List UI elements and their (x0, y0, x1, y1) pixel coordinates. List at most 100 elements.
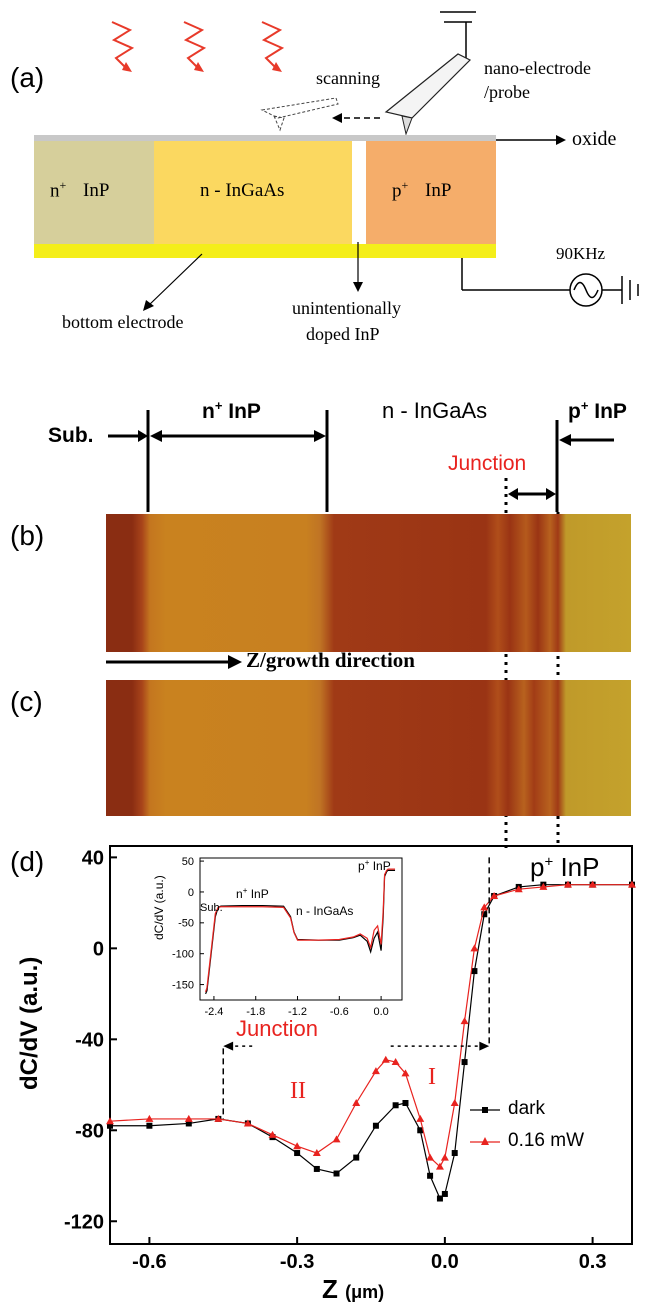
dark-data-point (441, 1190, 448, 1197)
p-plus-header-label: p+ InP (568, 398, 627, 423)
main-x-axis-label: Z (μm) (322, 1274, 385, 1304)
dark-data-point (107, 1122, 113, 1129)
light-data-point (440, 1153, 449, 1161)
scanning-ghost-probe (260, 97, 339, 132)
inset-y-axis-label: dC/dV (a.u.) (152, 875, 166, 940)
light-data-point (514, 885, 523, 893)
panel-b-label: (b) (10, 520, 45, 551)
main-y-axis-label: dC/dV (a.u.) (16, 956, 43, 1090)
light-data-point (563, 880, 572, 888)
main-x-tick-label: 0.0 (431, 1251, 459, 1273)
panel-a-label: (a) (10, 62, 45, 93)
bottom-electrode-label: bottom electrode (62, 312, 184, 332)
bottom-electrode-pointer (147, 253, 203, 307)
panel-d-label: (d) (10, 846, 45, 877)
light-data-point (268, 1130, 277, 1138)
light-data-point (435, 1162, 444, 1170)
light-arrows (111, 21, 285, 72)
sub-label: Sub. (48, 424, 94, 447)
dark-data-point (417, 1127, 424, 1134)
oxide-label: oxide (572, 128, 617, 150)
light-data-point (416, 1114, 425, 1122)
inset-frame (199, 857, 403, 1001)
scm-image-illuminated (106, 680, 631, 816)
inset-y-tick-label: -50 (178, 918, 194, 930)
main-x-tick-label: -0.6 (132, 1251, 166, 1273)
p-plus-inp-region (366, 141, 496, 244)
light-data-point (312, 1149, 321, 1157)
region-II-label: II (290, 1078, 306, 1104)
dark-data-point (451, 1150, 458, 1157)
main-y-tick-label: 0 (93, 938, 104, 960)
legend-light-marker (481, 1137, 489, 1145)
main-y-tick-label: -40 (75, 1029, 104, 1051)
dark-data-point (353, 1154, 360, 1161)
main-y-tick-label: 40 (82, 847, 104, 869)
dark-data-point (436, 1195, 443, 1202)
junction-chart-label: Junction (236, 1016, 318, 1041)
inset-x-tick-label: -1.8 (246, 1006, 265, 1018)
oxide-layer (34, 135, 496, 141)
inset-x-tick-label: -2.4 (204, 1006, 223, 1018)
light-data-point (588, 880, 597, 888)
n-plus-inp-region (34, 141, 154, 244)
scanning-label: scanning (316, 68, 380, 88)
light-wave-3 (261, 21, 285, 69)
light-data-point (628, 880, 636, 888)
probe-label-2: /probe (484, 82, 530, 102)
light-data-point (450, 1098, 459, 1106)
inset-p-plus-label: p+ InP (358, 858, 391, 873)
light-wave-2 (183, 21, 207, 69)
inset-y-tick-label: -100 (172, 949, 194, 961)
legend-dark-marker (482, 1107, 488, 1113)
light-data-point (214, 1114, 223, 1122)
inset-y-tick-label: 0 (188, 887, 194, 899)
light-data-point (371, 1067, 380, 1075)
p-plus-chart-label: p+ InP (530, 852, 600, 882)
light-data-point (381, 1055, 390, 1063)
light-data-point (490, 892, 499, 900)
scanning-arrowhead (332, 113, 342, 123)
light-data-point (352, 1098, 361, 1106)
light-data-point (145, 1114, 154, 1122)
inset-n-plus-label: n+ InP (236, 886, 269, 901)
dark-data-point (294, 1150, 301, 1157)
inset-y-tick-label: 50 (182, 856, 194, 868)
scm-image-dark (106, 514, 631, 652)
undoped-inp-region (352, 141, 366, 244)
inset-x-tick-label: 0.0 (373, 1006, 388, 1018)
main-y-tick-label: -120 (64, 1211, 104, 1233)
inset-n-ingaas-label: n - InGaAs (296, 904, 354, 918)
light-data-point (184, 1114, 193, 1122)
dark-data-point (372, 1122, 379, 1129)
light-data-point (391, 1058, 400, 1066)
junction-header-label: Junction (448, 452, 527, 475)
main-y-tick-label: -80 (75, 1120, 104, 1142)
dark-data-point (471, 968, 478, 975)
dark-data-point (185, 1120, 192, 1127)
dark-data-point (313, 1165, 320, 1172)
inset-y-tick-label: -150 (172, 979, 194, 991)
dark-data-point (146, 1122, 153, 1129)
nano-electrode-probe (384, 53, 472, 136)
main-x-tick-label: -0.3 (280, 1251, 314, 1273)
panel-c-label: (c) (10, 686, 43, 717)
main-frame (109, 845, 633, 1245)
main-series-line-light (109, 884, 632, 1168)
light-data-point (293, 1142, 302, 1150)
dark-data-point (333, 1170, 340, 1177)
n-plus-header-label: n+ InP (202, 398, 261, 423)
inset-series-line-light (205, 868, 396, 993)
undoped-label-1: unintentionally (292, 298, 401, 318)
light-data-point (480, 903, 489, 911)
probe-label-1: nano-electrode (484, 58, 591, 78)
legend-dark-label: dark (508, 1098, 545, 1119)
junction-arrowhead-left (223, 1041, 234, 1051)
inset-sub-label: Sub. (200, 902, 223, 914)
dark-data-point (402, 1099, 409, 1106)
n-plus-inp-label: n+ InP (50, 178, 110, 202)
light-wave-1 (111, 21, 135, 69)
junction-arrowhead-right (479, 1041, 490, 1051)
